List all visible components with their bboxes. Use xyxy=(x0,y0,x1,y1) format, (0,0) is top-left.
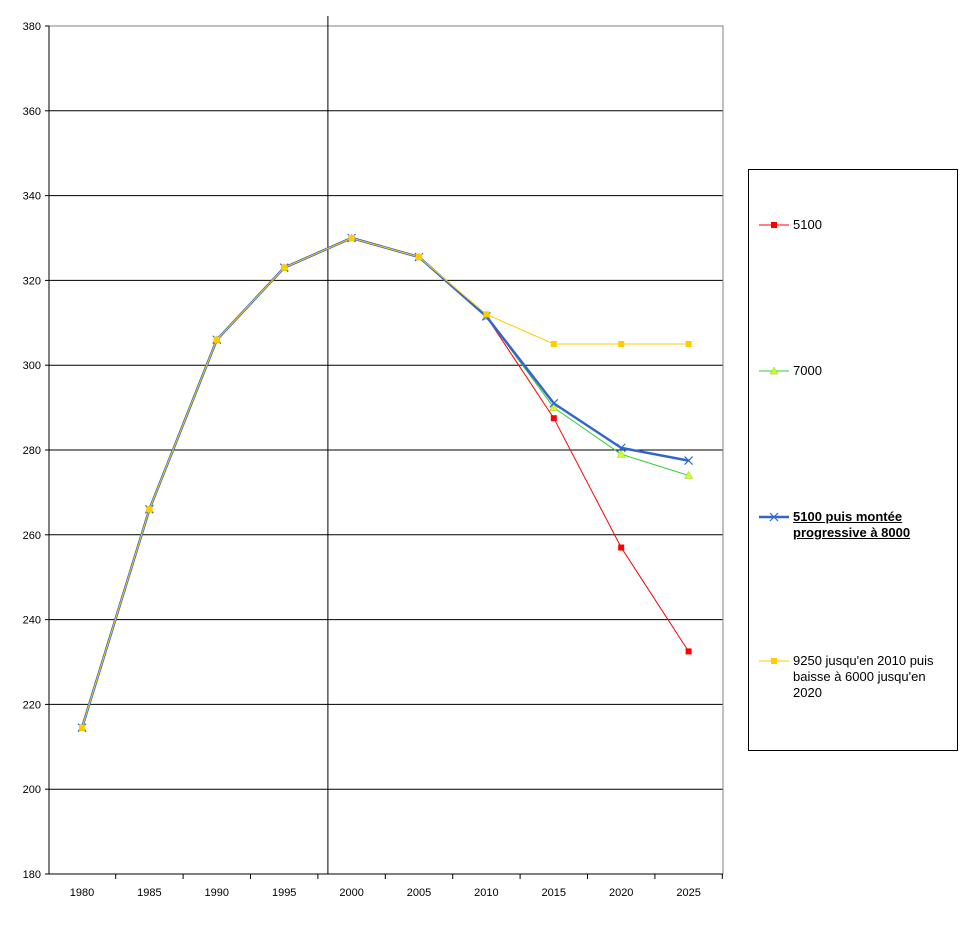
series-line xyxy=(80,236,689,729)
series-1 xyxy=(77,233,694,731)
data-point xyxy=(685,341,692,347)
data-point xyxy=(146,506,153,513)
x-tick-label: 2000 xyxy=(339,887,363,899)
data-point xyxy=(550,415,557,422)
legend-label: 5100 puis montée progressive à 8000 xyxy=(793,509,911,540)
y-tick-label: 260 xyxy=(23,530,41,542)
legend-item-9250: 9250 jusqu'en 2010 puis baisse à 6000 ju… xyxy=(759,653,955,701)
data-point xyxy=(616,449,626,458)
series-0 xyxy=(79,235,692,731)
x-tick-label: 1985 xyxy=(137,887,161,899)
data-point xyxy=(616,443,626,453)
data-point xyxy=(685,648,692,655)
x-axis-ticks: 1980 1985 1990 1995 2000 2005 2010 2015 2020 2025 xyxy=(70,874,723,899)
x-tick-label: 1990 xyxy=(205,887,229,899)
series-line xyxy=(81,237,689,728)
x-tick-label: 2005 xyxy=(407,887,431,899)
data-point xyxy=(416,254,422,261)
y-tick-label: 380 xyxy=(23,21,41,33)
x-tick-label: 2015 xyxy=(542,887,566,899)
y-tick-label: 200 xyxy=(23,784,41,796)
data-point xyxy=(483,311,490,318)
x-tick-label: 1980 xyxy=(70,887,94,899)
x-tick-label: 2010 xyxy=(474,887,498,899)
x-tick-label: 2020 xyxy=(609,887,633,899)
y-tick-label: 280 xyxy=(23,445,41,457)
legend-label: 7000 xyxy=(793,363,822,378)
x-tick-label: 2025 xyxy=(676,887,700,899)
legend-item-5100: 5100 xyxy=(759,217,955,233)
legend-marker-green-triangle-icon xyxy=(759,366,789,375)
data-point xyxy=(281,264,288,271)
data-point xyxy=(618,341,625,347)
axes xyxy=(48,16,724,875)
series-line xyxy=(81,237,689,728)
data-point xyxy=(684,456,694,466)
legend-label: 5100 xyxy=(793,217,822,232)
series-2 xyxy=(77,233,694,733)
data-point xyxy=(684,470,694,479)
legend-item-7000: 7000 xyxy=(759,363,955,379)
series-lines xyxy=(77,233,694,733)
y-axis-ticks: 180 200 220 240 260 280 300 320 340 360 380 xyxy=(23,21,49,881)
legend-marker-blue-x-icon xyxy=(759,512,789,522)
legend-item-5100-puis-8000: 5100 puis montée progressive à 8000 xyxy=(759,509,955,541)
legend-marker-red-square-icon xyxy=(759,222,789,228)
y-tick-label: 180 xyxy=(23,869,41,881)
legend: 5100 7000 5100 puis montée progressive à… xyxy=(748,169,958,751)
data-point xyxy=(79,724,85,731)
legend-marker-yellow-square-icon xyxy=(759,658,789,664)
gridlines xyxy=(49,25,723,875)
data-point xyxy=(549,398,559,408)
y-tick-label: 240 xyxy=(23,615,41,627)
series-line xyxy=(81,237,690,728)
y-tick-label: 340 xyxy=(23,191,41,203)
data-point xyxy=(213,336,220,343)
y-tick-label: 360 xyxy=(23,106,41,118)
x-tick-label: 1995 xyxy=(272,887,296,899)
data-point xyxy=(348,235,355,241)
data-point xyxy=(550,341,557,347)
data-point xyxy=(618,544,625,551)
y-tick-label: 300 xyxy=(23,360,41,372)
series-3 xyxy=(79,235,692,731)
y-tick-label: 320 xyxy=(23,275,41,287)
data-point xyxy=(549,403,559,411)
y-tick-label: 220 xyxy=(23,699,41,711)
legend-label: 9250 jusqu'en 2010 puis baisse à 6000 ju… xyxy=(793,653,934,700)
